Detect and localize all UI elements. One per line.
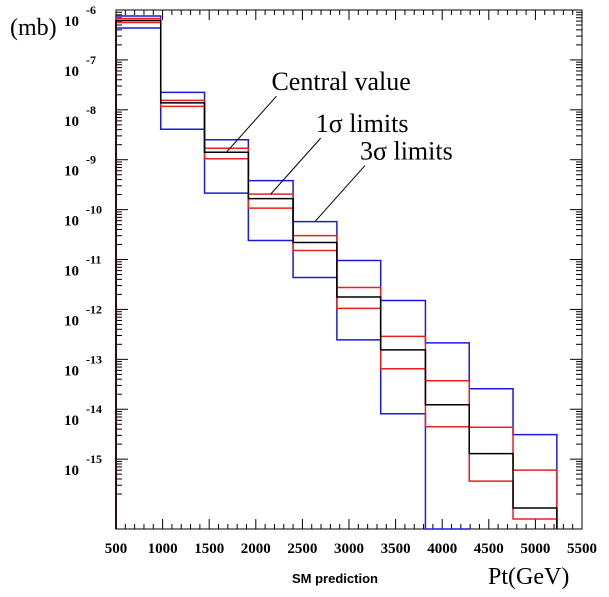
annotation-leader <box>314 165 366 222</box>
x-tick-label: 3500 <box>381 541 411 557</box>
y-tick-exponent: -6 <box>86 3 96 17</box>
y-tick-exponent: -8 <box>86 103 96 117</box>
y-tick-exponent: -14 <box>86 402 102 416</box>
x-tick-label: 5000 <box>520 541 550 557</box>
x-tick-label: 4500 <box>474 541 504 557</box>
annotation-leader <box>270 137 322 195</box>
series-layer <box>115 15 558 530</box>
y-axis: 10 -6 10 -7 10 -8 10 -9 10 -10 10 -11 10 -12 10 -13 10 -1… <box>64 3 582 495</box>
y-tick-exponent: -11 <box>86 253 101 267</box>
annotation-leader <box>226 95 277 153</box>
annotation-label: 3σ limits <box>360 137 453 166</box>
x-tick-label: 500 <box>105 541 128 557</box>
x-tick-label: 2000 <box>241 541 271 557</box>
y-tick-base: 10 <box>64 313 79 329</box>
y-tick-exponent: -10 <box>86 203 102 217</box>
y-tick-base: 10 <box>64 114 79 130</box>
y-tick-exponent: -15 <box>86 452 102 466</box>
y-tick-exponent: -13 <box>86 352 102 366</box>
x-tick-label: 1000 <box>148 541 178 557</box>
y-tick-base: 10 <box>64 214 79 230</box>
annotation-label: 1σ limits <box>316 109 409 138</box>
x-axis-title: Pt(GeV) <box>488 564 569 590</box>
series-central-value-value <box>115 19 558 529</box>
x-axis: 500 1000 1500 2000 2500 3000 3500 4000 4500 5000 5… <box>105 10 597 557</box>
annotation-label: Central value <box>271 67 410 96</box>
x-tick-label: 2500 <box>287 541 317 557</box>
y-tick-base: 10 <box>64 413 79 429</box>
y-tick-exponent: -12 <box>86 302 102 316</box>
y-tick-base: 10 <box>64 64 79 80</box>
x-tick-label: 4000 <box>427 541 457 557</box>
y-tick-base: 10 <box>64 463 79 479</box>
x-tick-label: 5500 <box>567 541 597 557</box>
y-tick-base: 10 <box>64 164 79 180</box>
y-tick-exponent: -9 <box>86 153 96 167</box>
y-axis-title: (mb) <box>10 15 57 41</box>
x-tick-label: 1500 <box>194 541 224 557</box>
y-tick-base: 10 <box>64 363 79 379</box>
y-tick-base: 10 <box>64 264 79 280</box>
chart-subtitle: SM prediction <box>292 571 378 586</box>
x-tick-label: 3000 <box>334 541 364 557</box>
y-tick-exponent: -7 <box>86 53 96 67</box>
y-tick-base: 10 <box>64 14 79 30</box>
